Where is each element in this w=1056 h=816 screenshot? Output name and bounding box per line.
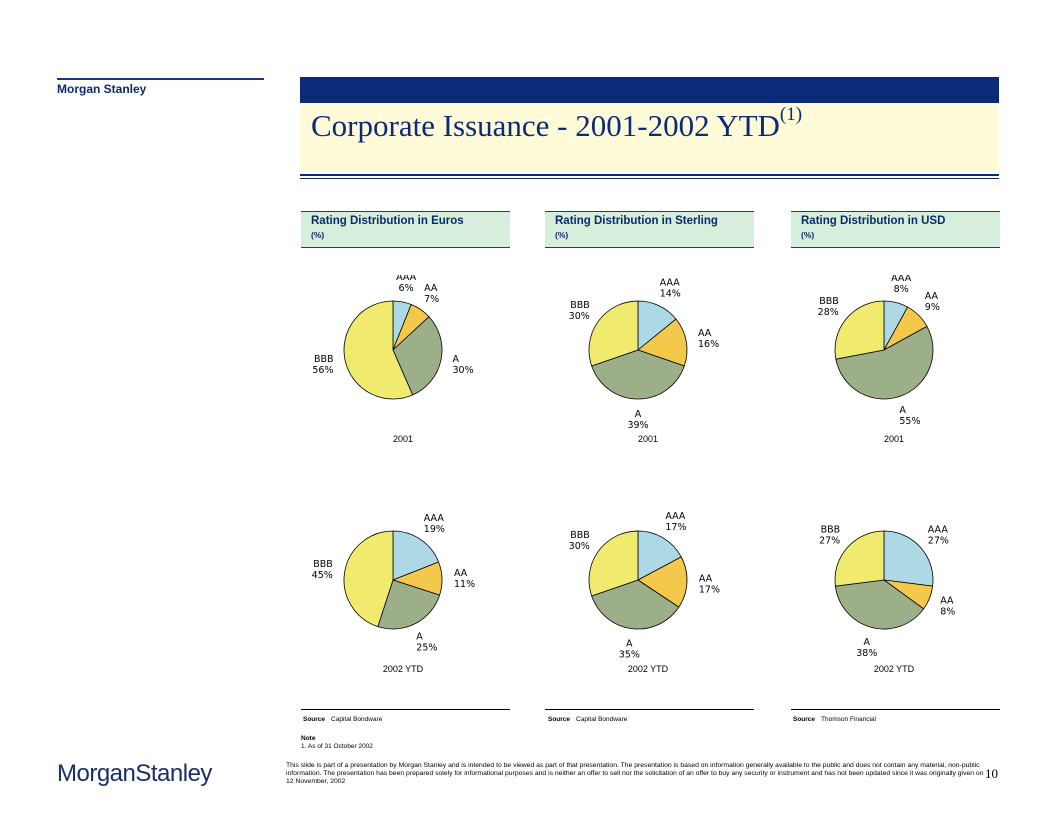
- source-label: Source: [303, 716, 326, 723]
- section-header-usd: Rating Distribution in USD (%): [791, 211, 1000, 248]
- title-bar: [300, 77, 999, 103]
- pie-label-bbb: BBB 30%: [569, 530, 590, 552]
- section-header-euros: Rating Distribution in Euros (%): [301, 211, 510, 248]
- pie-slice-a: [392, 316, 443, 396]
- title-rule-thin: [300, 178, 999, 179]
- pie-label-aaa: AAA 27%: [928, 524, 949, 546]
- pie-caption: 2001: [393, 434, 413, 444]
- section-unit: (%): [311, 230, 325, 240]
- section-header-sterling: Rating Distribution in Sterling (%): [545, 211, 754, 248]
- pie-label-aaa: AAA 19%: [424, 513, 445, 535]
- pie-slice-bbb: [588, 530, 639, 597]
- brand-top-label: Morgan Stanley: [57, 82, 147, 96]
- pie-slice-aaa: [392, 530, 440, 581]
- pie-label-aaa: AAA 6%: [396, 275, 417, 294]
- pie-label-aaa: AAA 17%: [665, 511, 686, 533]
- pie-label-aaa: AAA 8%: [891, 275, 912, 295]
- pie-label-bbb: BBB 28%: [818, 296, 839, 318]
- footnote: Note 1. As of 31 October 2002: [301, 735, 373, 751]
- pie-label-a: A 55%: [899, 405, 920, 427]
- pie-slice-aa: [637, 318, 688, 367]
- section-title: Rating Distribution in Sterling: [555, 215, 718, 227]
- pie-label-bbb: BBB 56%: [312, 354, 333, 376]
- pie-label-aa: AA 8%: [940, 595, 955, 617]
- source-rule: [301, 709, 510, 710]
- pie-label-aa: AA 11%: [454, 568, 475, 590]
- source-value: Capital Bondware: [576, 716, 628, 723]
- section-unit: (%): [555, 230, 569, 240]
- pie-slice-a: [835, 325, 934, 400]
- pie-label-bbb: BBB 45%: [312, 559, 333, 581]
- pie-chart-sterling-2002: AAA 17% AA 17% A 35% BBB 30% 2002 YTD: [569, 511, 720, 674]
- disclaimer-text: This slide is part of a presentation by …: [286, 762, 984, 785]
- pie-slice-bbb: [343, 530, 394, 628]
- source-usd: Source Thomson Financial: [793, 716, 876, 723]
- pie-chart-usd-2001: AAA 8% AA 9% A 55% BBB 28% 2001: [818, 275, 940, 444]
- pie-slice-a: [591, 579, 680, 630]
- pie-chart-usd-2002: AAA 27% AA 8% A 38% BBB 27% 2002 YTD: [819, 524, 955, 674]
- title-rule: [300, 174, 999, 176]
- pie-caption: 2002 YTD: [628, 664, 669, 674]
- pie-slice-bbb: [834, 530, 885, 587]
- source-label: Source: [793, 716, 816, 723]
- pie-slice-a: [377, 579, 441, 630]
- title-area: [300, 103, 999, 172]
- source-value: Capital Bondware: [331, 716, 383, 723]
- footnote-heading: Note: [301, 735, 316, 742]
- pie-caption: 2001: [638, 434, 658, 444]
- pie-label-aa: AA 16%: [698, 328, 719, 350]
- pie-label-a: A 38%: [856, 637, 877, 659]
- source-sterling: Source Capital Bondware: [548, 716, 627, 723]
- pie-label-aa: AA 9%: [925, 291, 940, 313]
- source-label: Source: [548, 716, 571, 723]
- section-unit: (%): [801, 230, 815, 240]
- pie-chart-sterling-2001: AAA 14% AA 16% A 39% BBB 30% 2001: [569, 278, 719, 444]
- morgan-stanley-logo: MorganStanley: [57, 760, 212, 787]
- page-number: 10: [985, 766, 998, 781]
- pie-slice-a: [834, 579, 925, 630]
- page-title: Corporate Issuance - 2001-2002 YTD(1): [311, 104, 802, 144]
- section-title: Rating Distribution in Euros: [311, 215, 464, 227]
- brand-rule: [57, 78, 264, 80]
- pie-caption: 2002 YTD: [383, 664, 424, 674]
- pie-slice-aa: [637, 556, 688, 608]
- pie-slice-bbb: [588, 300, 639, 367]
- pie-slice-a: [591, 349, 685, 400]
- pie-chart-euros-2001: AAA 6% AA 7% A 30% BBB 56% 2001: [312, 275, 474, 444]
- footnote-line: 1. As of 31 October 2002: [301, 743, 373, 750]
- title-footnote-marker: (1): [779, 104, 803, 125]
- pie-slice-bbb: [343, 300, 414, 400]
- pie-label-aa: AA 7%: [424, 283, 439, 305]
- pie-slice-aaa: [883, 530, 934, 587]
- pie-caption: 2002 YTD: [874, 664, 915, 674]
- pie-label-bbb: BBB 27%: [819, 524, 840, 546]
- pie-caption: 2001: [884, 434, 904, 444]
- pie-slice-aaa: [637, 530, 682, 581]
- source-value: Thomson Financial: [821, 716, 876, 723]
- source-rule: [791, 709, 1000, 710]
- page-title-text: Corporate Issuance - 2001-2002 YTD: [311, 108, 780, 143]
- pie-label-a: A 35%: [619, 638, 640, 660]
- pie-label-aaa: AAA 14%: [660, 278, 681, 300]
- section-title: Rating Distribution in USD: [801, 215, 946, 227]
- pie-slice-bbb: [834, 300, 885, 360]
- pie-label-a: A 25%: [416, 632, 437, 654]
- pie-label-bbb: BBB 30%: [569, 300, 590, 322]
- source-euros: Source Capital Bondware: [303, 716, 382, 723]
- pie-chart-euros-2002: AAA 19% AA 11% A 25% BBB 45% 2002 YTD: [312, 513, 475, 674]
- pie-label-a: A 30%: [453, 354, 474, 376]
- source-rule: [545, 709, 754, 710]
- pie-label-a: A 39%: [627, 409, 648, 431]
- pie-label-aa: AA 17%: [699, 573, 720, 595]
